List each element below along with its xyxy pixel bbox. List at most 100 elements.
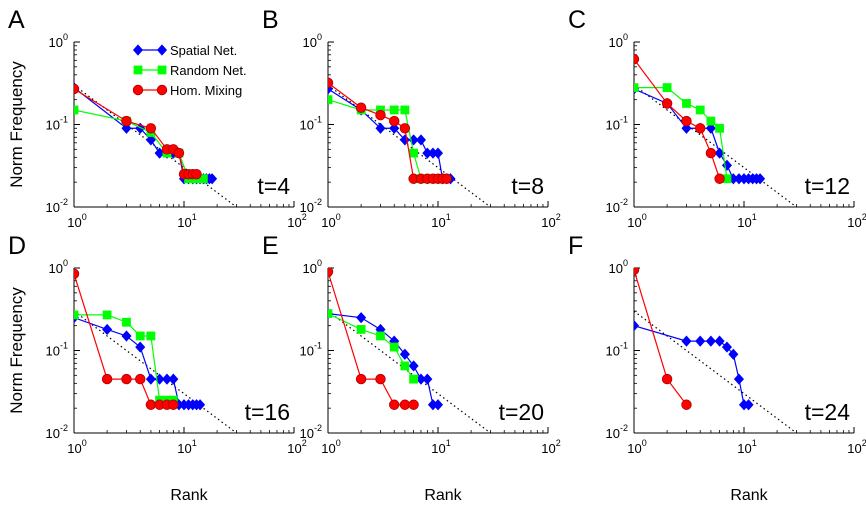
x-tick-label: 102 <box>541 438 560 456</box>
y-tick-label-exponent: -1 <box>620 341 628 351</box>
series-markers-homog <box>634 53 725 184</box>
y-tick-label-exponent: -2 <box>620 423 628 433</box>
x-tick-label-base: 10 <box>321 441 335 456</box>
y-tick-label-base: 10 <box>606 426 620 441</box>
data-point-spatial <box>714 335 725 347</box>
y-tick-label-base: 10 <box>46 344 60 359</box>
data-point-homog <box>389 115 400 127</box>
data-point-random <box>122 317 131 327</box>
data-point-homog <box>355 373 367 385</box>
data-point-random <box>389 342 399 352</box>
data-point-spatial <box>705 335 716 347</box>
panel-letter: F <box>568 232 583 260</box>
data-point-random <box>389 105 399 115</box>
y-tick-label-exponent: -2 <box>314 423 322 433</box>
x-tick-label: 100 <box>321 438 340 456</box>
legend-marker-homog <box>156 84 168 96</box>
x-axis-label: Rank <box>730 487 768 504</box>
y-tick-label-base: 10 <box>46 200 60 215</box>
plot-data-area <box>634 53 797 207</box>
x-tick-label: 101 <box>737 212 756 230</box>
data-point-random <box>74 105 79 115</box>
x-tick-label-exponent: 0 <box>82 212 87 222</box>
y-tick-label: 100 <box>609 32 628 50</box>
data-point-homog <box>173 147 185 159</box>
data-point-random <box>662 83 672 93</box>
data-point-spatial <box>705 122 716 134</box>
panel-letter: A <box>8 6 25 34</box>
data-point-random <box>198 174 208 184</box>
data-point-homog <box>168 399 179 410</box>
x-tick-label: 102 <box>287 438 306 456</box>
legend: Spatial Net. Random Net. Hom. Mixing <box>132 43 247 98</box>
y-tick-label-exponent: -2 <box>620 197 628 207</box>
y-tick-label-exponent: -1 <box>314 115 322 125</box>
data-point-random <box>409 374 418 384</box>
data-point-homog <box>695 123 706 134</box>
x-tick-label-base: 10 <box>321 215 335 230</box>
x-tick-label-exponent: 0 <box>82 438 87 448</box>
x-tick-label: 101 <box>177 212 196 230</box>
data-point-spatial <box>121 330 132 342</box>
y-tick-label-base: 10 <box>606 118 620 133</box>
plot-data-area <box>634 268 797 433</box>
y-tick-label: 10-2 <box>300 423 322 441</box>
x-tick-label-base: 10 <box>67 441 81 456</box>
data-point-spatial <box>733 373 745 385</box>
data-point-random <box>135 331 145 341</box>
data-point-spatial <box>135 341 146 353</box>
data-point-random <box>682 99 691 108</box>
data-point-random <box>376 331 385 341</box>
y-tick-label-base: 10 <box>49 261 63 276</box>
x-tick-label-base: 10 <box>177 441 191 456</box>
x-tick-label-base: 10 <box>431 441 445 456</box>
series-markers-random <box>328 309 418 384</box>
x-tick-label-exponent: 0 <box>642 212 647 222</box>
x-tick-label-base: 10 <box>627 441 641 456</box>
data-point-random <box>102 310 112 320</box>
x-tick-label: 102 <box>541 212 560 230</box>
data-point-random <box>328 309 333 319</box>
y-tick-label: 10-1 <box>300 341 322 359</box>
y-tick-label-exponent: 0 <box>623 32 628 42</box>
x-tick-label-exponent: 2 <box>302 212 307 222</box>
y-tick-label: 100 <box>49 258 68 276</box>
x-tick-label: 101 <box>177 438 196 456</box>
data-point-spatial <box>102 323 113 336</box>
y-tick-label-exponent: -1 <box>60 341 68 351</box>
y-tick-label-base: 10 <box>46 426 60 441</box>
plot-data-area <box>328 77 491 207</box>
data-point-random <box>400 105 410 115</box>
series-markers-homog <box>328 268 419 410</box>
panel-letter: B <box>262 6 279 34</box>
x-tick-label-exponent: 0 <box>642 438 647 448</box>
y-tick-label-exponent: -2 <box>60 423 68 433</box>
data-point-spatial <box>415 134 426 146</box>
series-markers-homog <box>74 268 179 410</box>
data-point-spatial <box>207 173 218 185</box>
data-point-homog <box>661 98 673 109</box>
x-tick-label-exponent: 0 <box>336 212 341 222</box>
x-tick-label: 100 <box>627 212 646 230</box>
data-point-spatial <box>356 312 367 324</box>
x-tick-label: 102 <box>847 438 866 456</box>
data-point-spatial <box>634 320 640 332</box>
x-tick-label-exponent: 2 <box>862 438 866 448</box>
x-tick-label-exponent: 1 <box>446 438 451 448</box>
x-tick-label: 100 <box>67 212 86 230</box>
time-annotation: t=12 <box>805 173 850 199</box>
y-tick-label-base: 10 <box>300 118 314 133</box>
data-point-random <box>715 123 724 133</box>
data-point-homog <box>74 83 80 95</box>
y-tick-label-exponent: 0 <box>317 32 322 42</box>
data-point-spatial <box>145 373 156 385</box>
legend-label-spatial: Spatial Net. <box>170 43 237 58</box>
y-tick-label-exponent: 0 <box>317 258 322 268</box>
data-point-random <box>409 148 418 158</box>
y-tick-label-exponent: -2 <box>314 197 322 207</box>
